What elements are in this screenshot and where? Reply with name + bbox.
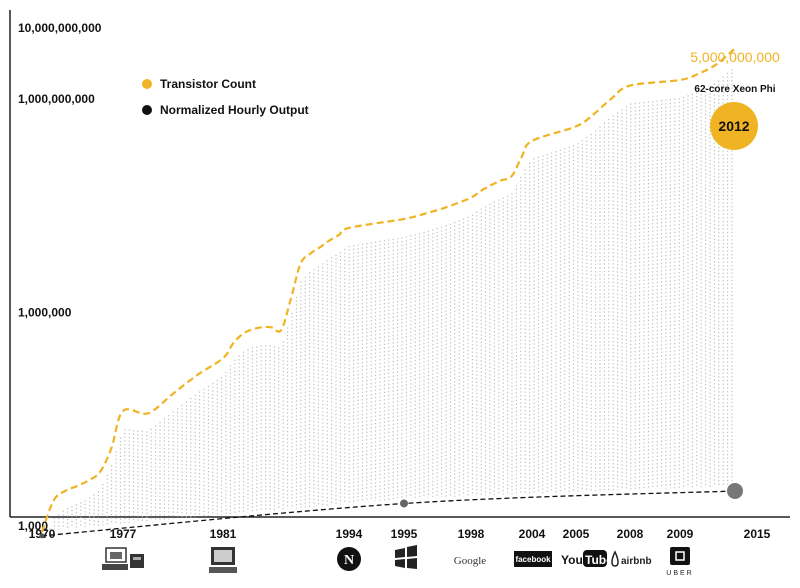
y-tick-label: 10,000,000,000: [18, 21, 102, 35]
hourly-end-marker: [727, 482, 743, 499]
y-tick-labels: 1,000 1,000,000 1,000,000,000 10,000,000,00…: [18, 21, 102, 533]
svg-text:UBER: UBER: [666, 570, 693, 577]
annotation-caption: 62-core Xeon Phi: [694, 84, 775, 95]
x-tick-label: 1995: [391, 527, 418, 541]
annotation-bubble-label: 2012: [718, 118, 749, 134]
logo-row: N Google facebook You Tube airbnb UBER: [102, 545, 693, 577]
y-tick-label: 1,000: [18, 519, 48, 533]
svg-text:facebook: facebook: [515, 555, 551, 564]
x-tick-label: 1977: [110, 527, 137, 541]
uber-logo: UBER: [666, 547, 693, 577]
markers: [39, 482, 743, 539]
svg-text:You: You: [561, 553, 583, 567]
annotation-2012: 5,000,000,000 62-core Xeon Phi 2012: [690, 49, 780, 150]
legend-transistor-marker: [142, 79, 152, 89]
x-tick-label: 1994: [336, 527, 363, 541]
youtube-logo: You Tube: [561, 550, 613, 567]
y-tick-label: 1,000,000: [18, 306, 72, 320]
x-tick-label: 1998: [458, 527, 485, 541]
x-tick-label: 2004: [519, 527, 546, 541]
annotation-value: 5,000,000,000: [690, 49, 780, 65]
legend: Transistor Count Normalized Hourly Outpu…: [142, 77, 309, 117]
x-tick-labels: 1970197719811994199519982004200520082009…: [29, 527, 771, 541]
facebook-logo: facebook: [514, 551, 552, 567]
windows-icon: [395, 545, 417, 569]
svg-text:airbnb: airbnb: [621, 556, 652, 567]
pc-icon: [209, 547, 237, 573]
hourly-output-dots: [49, 69, 733, 531]
x-tick-label: 1981: [210, 527, 237, 541]
legend-hourly-marker: [142, 105, 152, 115]
y-tick-label: 1,000,000,000: [18, 92, 95, 106]
google-logo: Google: [454, 555, 487, 567]
x-tick-label: 2005: [563, 527, 590, 541]
x-tick-label: 2009: [667, 527, 694, 541]
hourly-1995-marker: [400, 499, 408, 508]
netscape-icon: N: [337, 547, 361, 571]
x-tick-label: 2015: [744, 527, 771, 541]
legend-hourly-label: Normalized Hourly Output: [160, 103, 309, 117]
svg-text:N: N: [344, 553, 354, 568]
svg-text:Tube: Tube: [585, 553, 613, 567]
hourly-start-marker: [39, 533, 45, 539]
x-tick-label: 2008: [617, 527, 644, 541]
early-computer-icon: [102, 547, 144, 570]
legend-transistor-label: Transistor Count: [160, 77, 256, 91]
transistor-count-line: [40, 47, 736, 533]
annotation-bubble: [710, 102, 758, 150]
airbnb-logo: airbnb: [611, 550, 652, 567]
svg-text:Google: Google: [454, 555, 487, 567]
